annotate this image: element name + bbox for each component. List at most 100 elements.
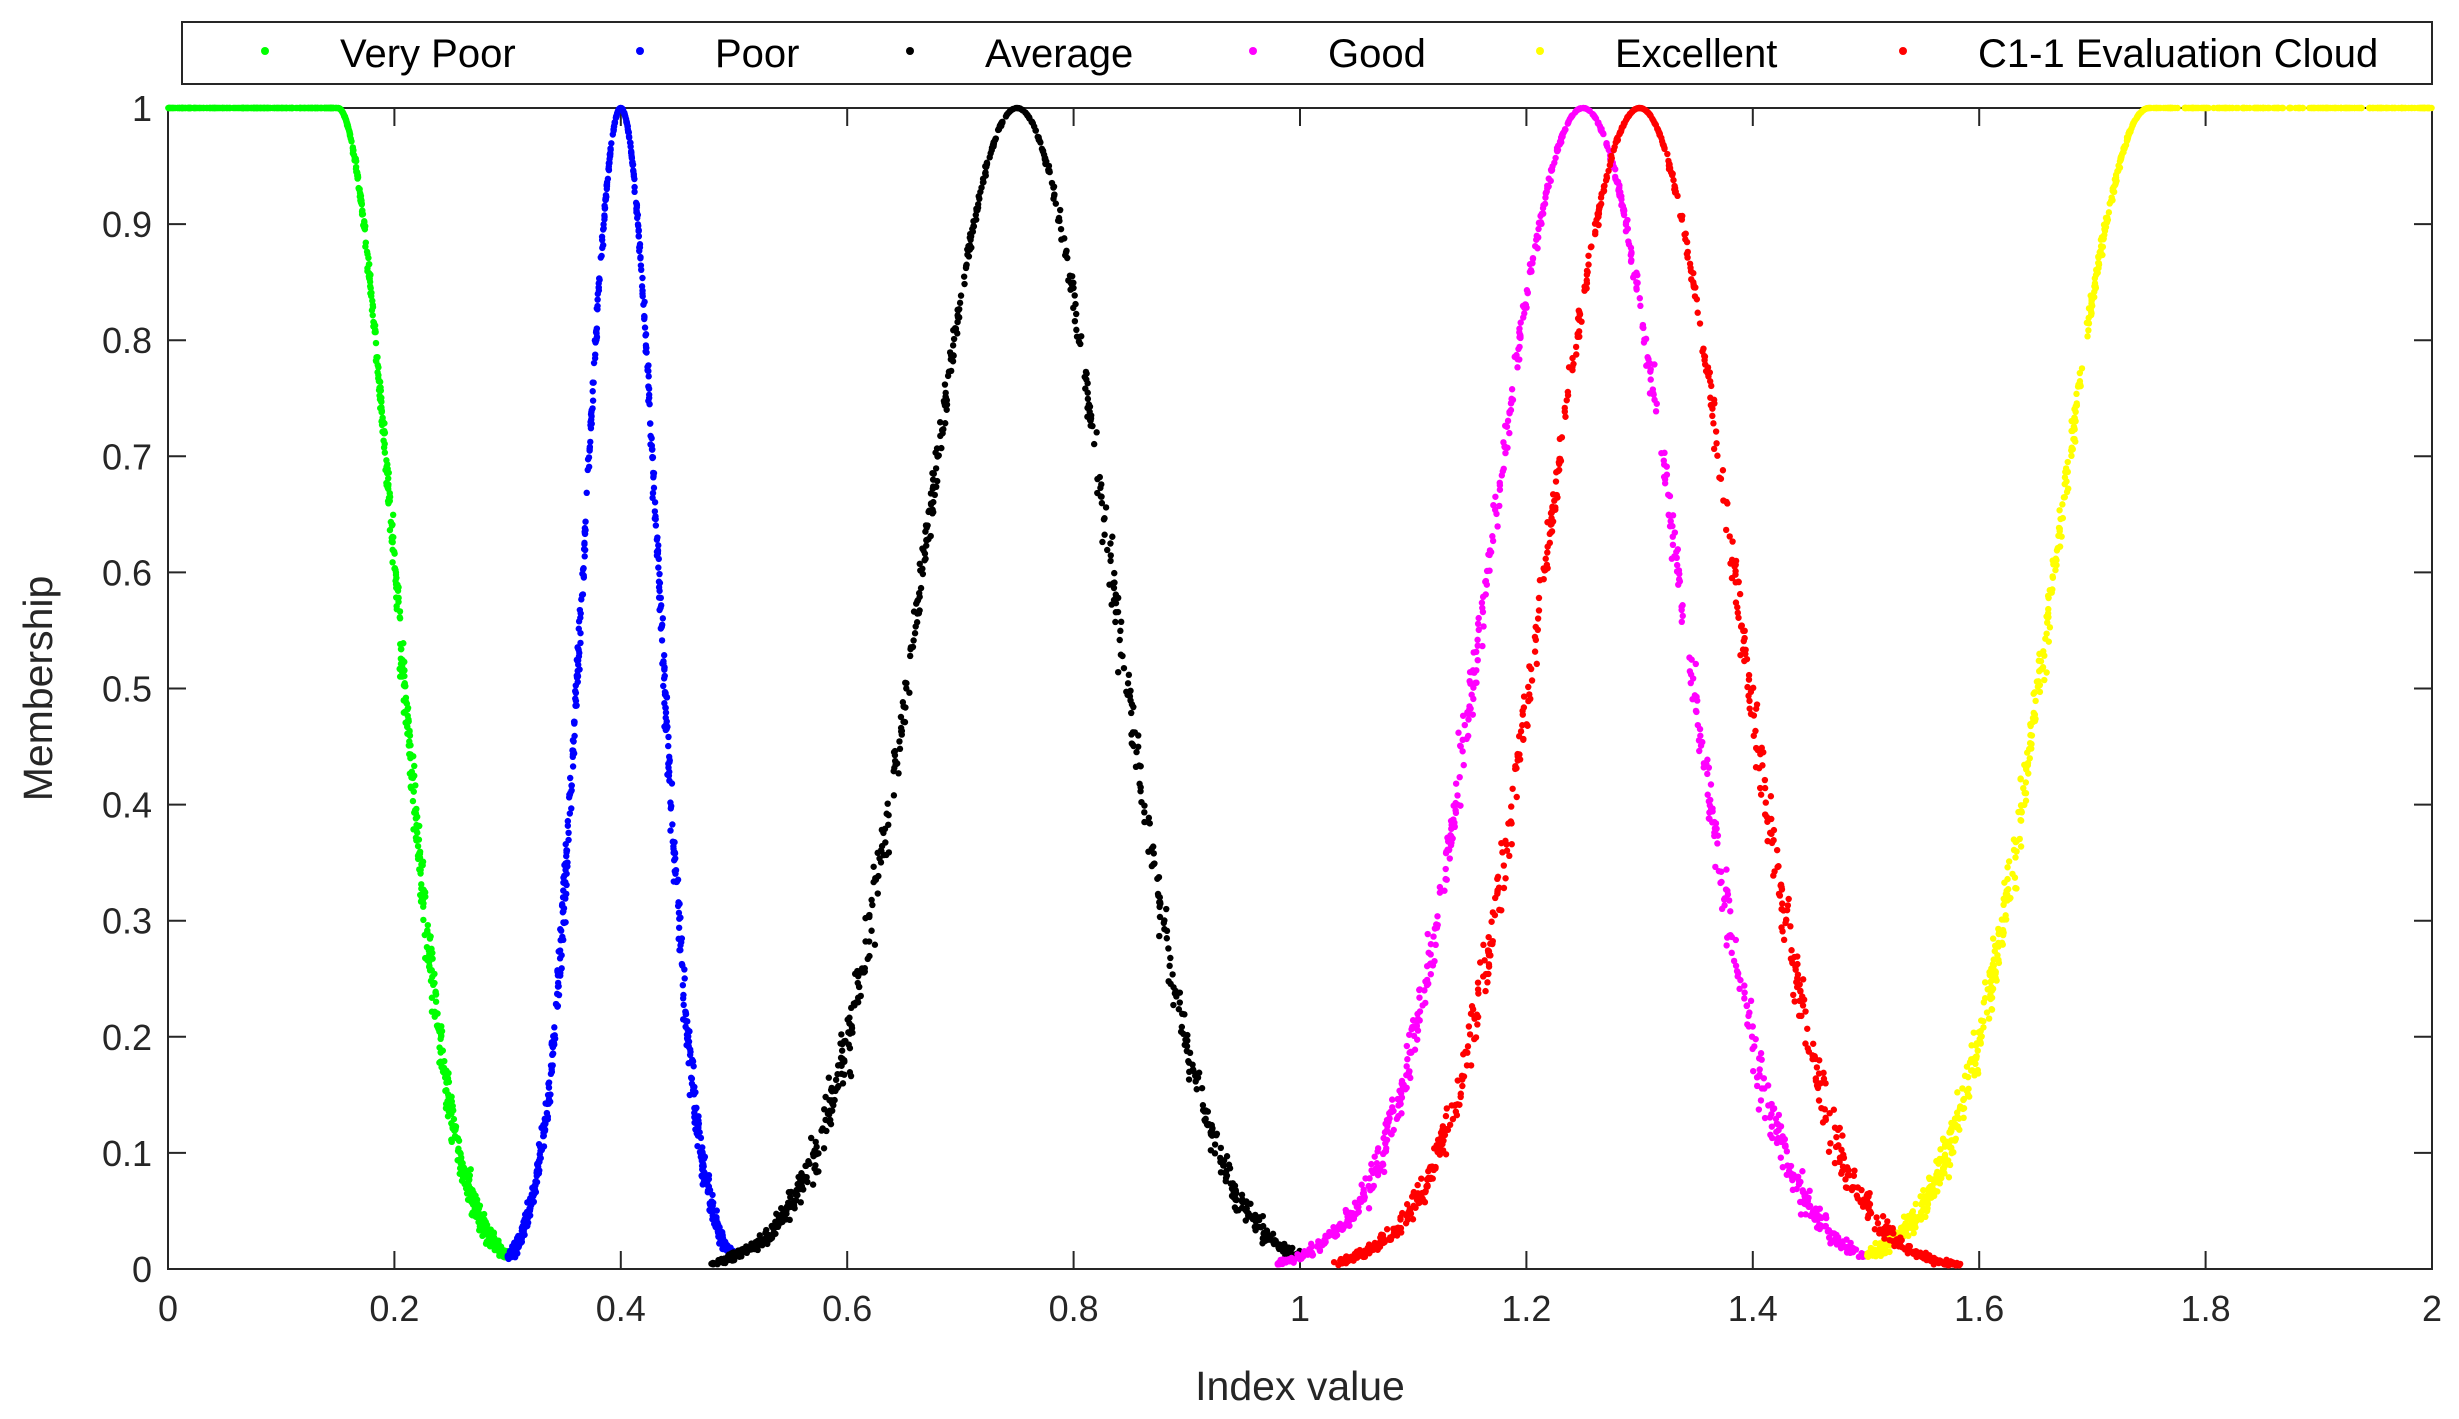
data-point (934, 477, 941, 485)
data-point (1136, 780, 1143, 788)
data-point (1112, 618, 1119, 626)
data-point (1919, 1213, 1926, 1221)
data-point (649, 489, 657, 497)
data-point (1315, 1240, 1322, 1247)
data-point (838, 1047, 846, 1054)
data-point (2222, 104, 2230, 112)
data-point (2099, 243, 2107, 251)
data-point (658, 624, 665, 631)
data-point (648, 435, 655, 442)
data-point (1084, 395, 1092, 403)
data-point (1744, 1021, 1751, 1028)
data-point (1447, 842, 1455, 849)
data-point (473, 1199, 481, 1207)
data-point (1474, 642, 1481, 649)
data-point (1474, 979, 1482, 986)
data-point (1705, 764, 1713, 771)
data-point (1706, 378, 1714, 385)
data-point (809, 1150, 817, 1158)
data-point (600, 221, 607, 228)
data-point (1207, 1129, 1214, 1136)
data-point (1403, 1063, 1410, 1070)
data-point (2046, 624, 2054, 631)
data-point (1054, 217, 1062, 224)
data-point (1794, 960, 1801, 968)
data-point (690, 1063, 697, 1070)
data-point (1330, 1230, 1337, 1238)
data-point (1783, 906, 1791, 914)
data-point (670, 843, 677, 850)
data-point (1478, 599, 1486, 606)
data-point (1444, 846, 1451, 853)
data-point (1673, 561, 1681, 569)
data-point (1519, 711, 1526, 718)
data-point (1678, 618, 1685, 626)
data-point (1799, 1188, 1807, 1196)
data-point (1430, 933, 1437, 940)
data-point (709, 1191, 716, 1199)
data-point (1948, 1127, 1955, 1134)
data-point (1687, 679, 1694, 687)
data-point (1988, 977, 1996, 984)
data-point (1427, 940, 1435, 948)
data-point (1112, 591, 1120, 598)
data-point (647, 420, 654, 427)
data-point (972, 211, 979, 219)
data-point (411, 762, 418, 770)
data-point (1542, 189, 1550, 197)
data-point (946, 349, 954, 356)
data-point (896, 745, 904, 753)
data-point (2112, 181, 2119, 189)
data-point (1238, 1191, 1246, 1199)
data-point (635, 232, 642, 240)
data-point (855, 983, 863, 990)
data-point (2009, 870, 2016, 878)
data-point (665, 742, 672, 750)
data-point (1773, 846, 1781, 854)
data-point (1727, 908, 1734, 915)
data-point (1967, 1067, 1975, 1074)
data-point (1228, 1185, 1236, 1192)
data-point (916, 560, 923, 568)
data-point (1094, 475, 1101, 483)
data-point (1675, 581, 1682, 588)
data-point (1948, 1119, 1955, 1127)
data-point (667, 805, 674, 812)
data-point (1753, 1082, 1761, 1090)
data-point (1360, 1189, 1367, 1196)
data-point (264, 104, 272, 112)
data-point (1651, 361, 1658, 368)
data-point (555, 983, 562, 990)
data-point (2378, 104, 2386, 112)
data-point (1617, 188, 1624, 196)
data-point (902, 679, 909, 686)
data-point (1966, 1059, 1974, 1066)
data-point (445, 1093, 452, 1100)
data-point (917, 584, 925, 592)
data-point (846, 1069, 854, 1076)
data-point (1501, 443, 1508, 451)
data-point (2085, 320, 2093, 327)
data-point (1725, 897, 1733, 904)
data-point (1628, 249, 1635, 256)
data-point (990, 139, 997, 146)
data-point (1117, 618, 1125, 626)
data-point (896, 738, 903, 745)
data-point (599, 241, 607, 249)
data-point (1973, 1053, 1980, 1060)
data-point (560, 936, 567, 944)
data-point (1827, 1140, 1834, 1147)
data-point (2096, 249, 2103, 256)
data-point (942, 400, 950, 408)
data-point (572, 687, 579, 695)
data-point (1943, 1138, 1950, 1145)
data-point (194, 104, 201, 112)
data-point (549, 1051, 556, 1059)
data-point (679, 981, 687, 989)
data-point (2017, 843, 2025, 850)
data-point (1992, 970, 1999, 977)
data-point (1674, 546, 1682, 553)
data-point (1474, 656, 1481, 664)
data-point (914, 597, 921, 605)
data-point (975, 193, 982, 200)
